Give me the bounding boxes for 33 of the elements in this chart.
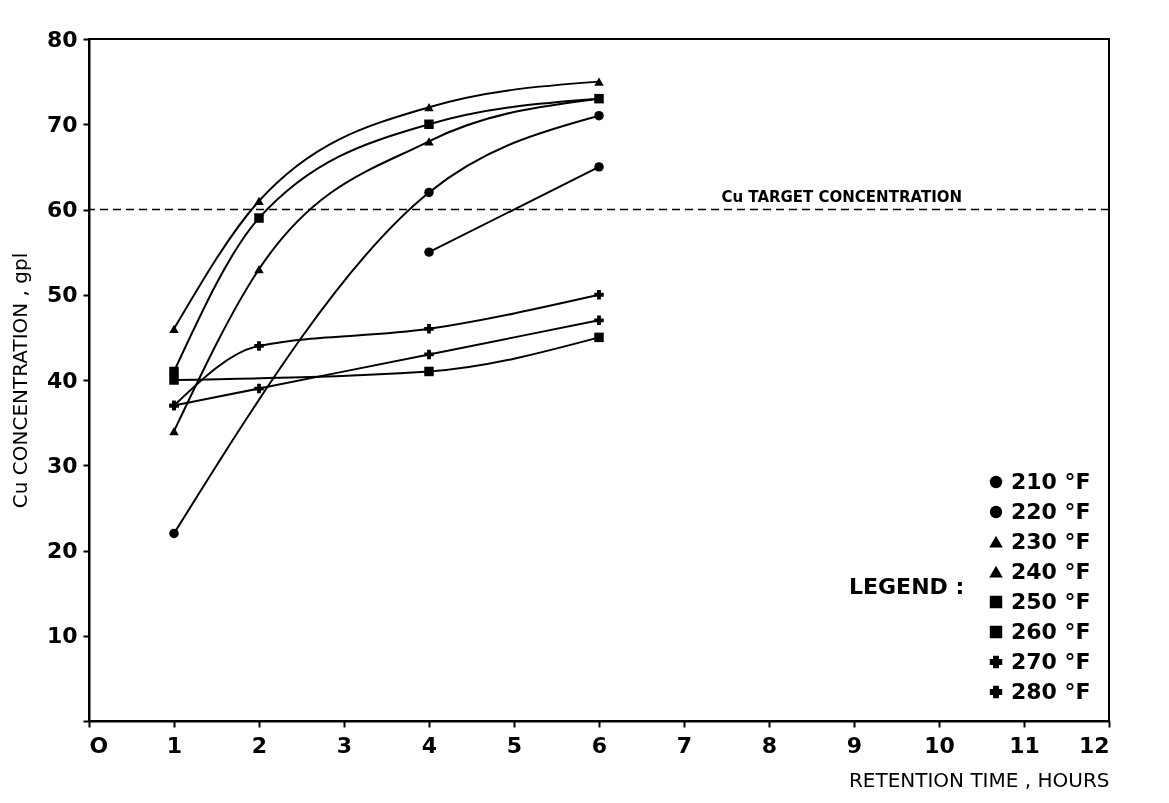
x-tick-label: 9 bbox=[846, 732, 863, 758]
ref-line-label: Cu TARGET CONCENTRATION bbox=[721, 187, 963, 206]
y-tick-label: 10 bbox=[46, 623, 78, 649]
x-tick-label: 7 bbox=[676, 732, 693, 758]
legend-label: 280 °F bbox=[1011, 679, 1091, 704]
x-tick-label: 3 bbox=[336, 732, 353, 758]
legend-title: LEGEND : bbox=[849, 574, 965, 599]
y-tick-label: 80 bbox=[46, 26, 78, 52]
x-tick-label: 1 bbox=[166, 732, 183, 758]
legend-label: 270 °F bbox=[1011, 649, 1091, 674]
legend-label: 230 °F bbox=[1011, 529, 1091, 554]
y-tick-label: 20 bbox=[46, 538, 78, 563]
x-tick-label: 5 bbox=[506, 732, 523, 758]
y-tick-label: 50 bbox=[46, 282, 78, 308]
x-tick-label: 4 bbox=[421, 732, 438, 758]
x-tick-label: 12 bbox=[1078, 732, 1110, 758]
y-tick-label: 60 bbox=[46, 197, 78, 222]
x-tick-label: 8 bbox=[761, 732, 778, 758]
x-tick-label: 6 bbox=[591, 732, 608, 758]
x-tick-label: 10 bbox=[924, 732, 955, 758]
legend-label: 220 °F bbox=[1011, 499, 1091, 524]
x-tick-label: O bbox=[89, 732, 109, 758]
y-tick-label: 30 bbox=[46, 452, 78, 478]
legend-label: 260 °F bbox=[1011, 619, 1091, 644]
legend-label: 210 °F bbox=[1011, 469, 1091, 494]
x-tick-label: 2 bbox=[251, 732, 268, 758]
y-tick-label: 40 bbox=[46, 367, 78, 393]
legend-label: 250 °F bbox=[1011, 589, 1091, 614]
legend-label: 240 °F bbox=[1011, 559, 1091, 584]
y-axis-title: Cu CONCENTRATION , gpl bbox=[7, 252, 32, 509]
y-tick-label: 70 bbox=[46, 111, 78, 137]
x-axis-title: RETENTION TIME , HOURS bbox=[848, 767, 1110, 792]
x-tick-label: 11 bbox=[1009, 732, 1040, 758]
